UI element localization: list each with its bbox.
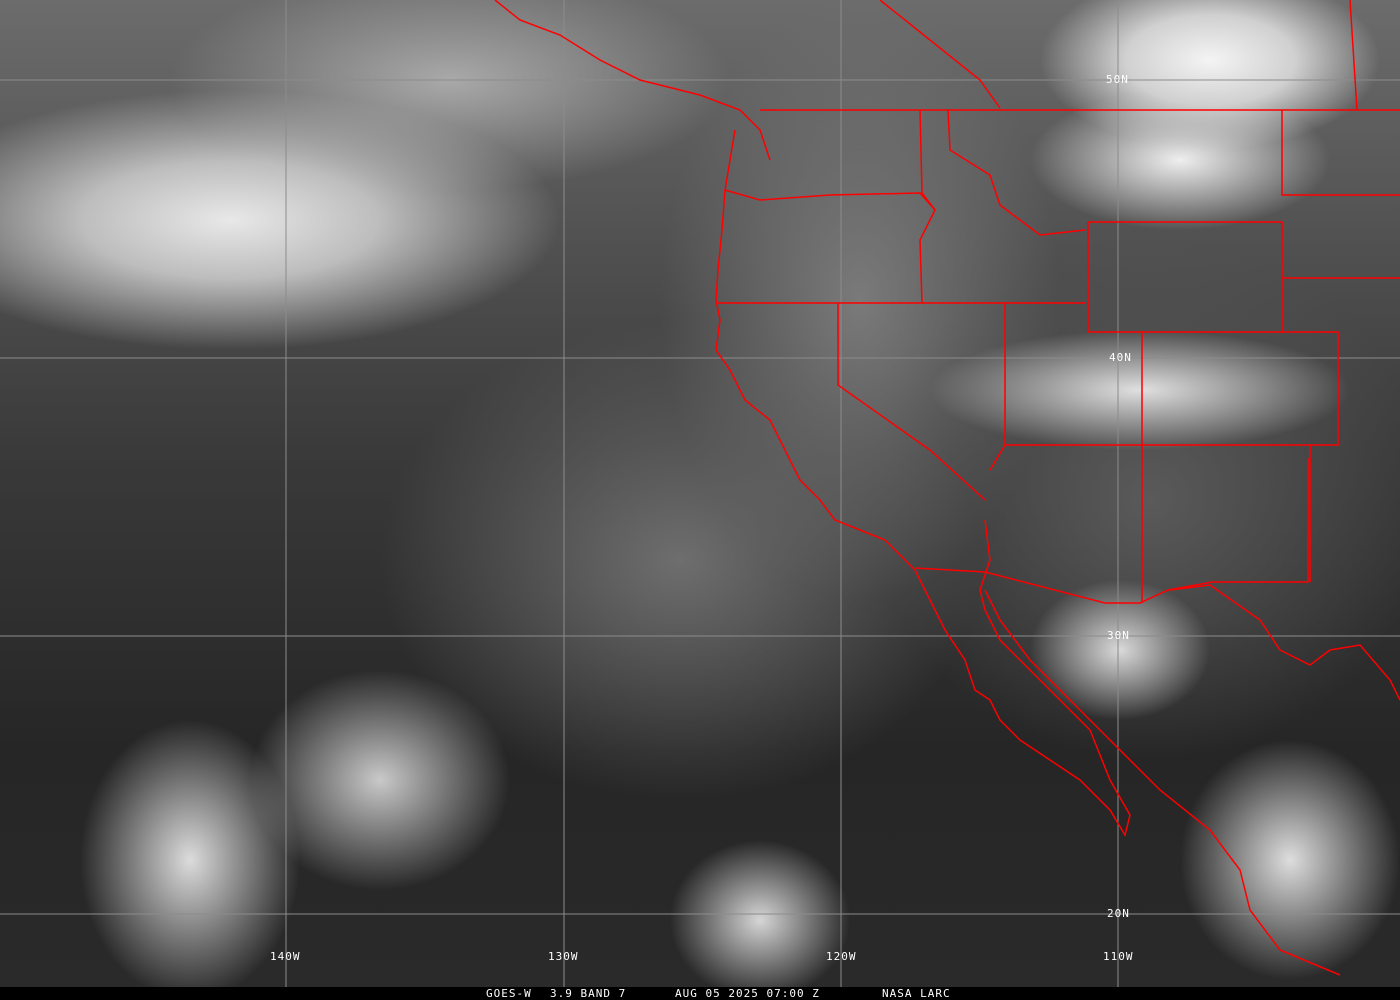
wa-or-border <box>724 189 936 211</box>
satellite-label: GOES-W <box>486 987 532 1000</box>
colorado-border <box>1142 331 1339 446</box>
us-mexico-border <box>914 458 1309 604</box>
lon-label-140w: 140W <box>270 950 301 963</box>
bc-coastline <box>494 0 771 161</box>
utah-border <box>1005 221 1283 446</box>
lon-label-130w: 130W <box>548 950 579 963</box>
lon-label-110w: 110W <box>1103 950 1134 963</box>
caption-bar: GOES-W 3.9 BAND 7 AUG 05 2025 07:00 Z NA… <box>0 987 1400 1000</box>
lat-label-30n: 30N <box>1107 629 1130 642</box>
canada-prairie-border <box>1349 0 1358 111</box>
credit-label: NASA LARC <box>882 987 951 1000</box>
bc-interior-border <box>879 0 1001 109</box>
nv-east-border <box>989 303 1006 471</box>
id-west-border <box>919 109 936 304</box>
lon-label-120w: 120W <box>826 950 857 963</box>
us-west-coastline <box>715 129 916 571</box>
ca-nv-border <box>837 303 986 501</box>
political-borders <box>494 0 1400 976</box>
band-label: 3.9 BAND 7 <box>550 987 627 1000</box>
montana-east-border <box>1281 110 1400 196</box>
lat-label-20n: 20N <box>1107 907 1130 920</box>
mexico-gulf-coastline <box>1169 584 1400 701</box>
id-mt-border <box>947 109 1086 236</box>
lat-label-50n: 50N <box>1106 73 1129 86</box>
datetime-label: AUG 05 2025 07:00 Z <box>675 987 820 1000</box>
wyoming-border <box>1087 222 1142 333</box>
baja-coastline <box>914 519 1131 837</box>
lat-label-40n: 40N <box>1109 351 1132 364</box>
mexico-mainland-coastline <box>984 589 1341 976</box>
